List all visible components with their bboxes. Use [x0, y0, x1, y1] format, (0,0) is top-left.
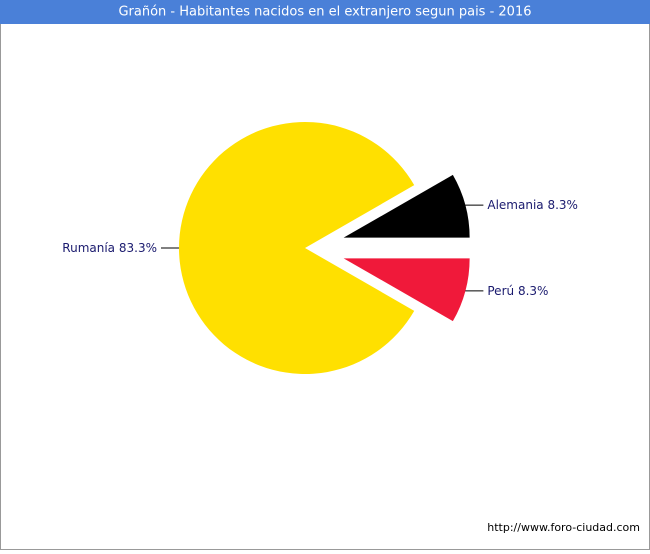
title-bar [0, 0, 650, 24]
slice-label: Rumanía 83.3% [62, 241, 157, 255]
chart-title: Grañón - Habitantes nacidos en el extran… [118, 5, 531, 20]
slice-category: Alemania [487, 198, 543, 212]
pie-slice [343, 258, 470, 322]
slice-category: Rumanía [62, 241, 115, 255]
slice-value: 83.3% [119, 241, 157, 255]
slice-label: Perú 8.3% [487, 283, 548, 297]
slice-category: Perú [487, 283, 514, 297]
slice-value: 8.3% [547, 198, 578, 212]
slice-value: 8.3% [518, 283, 549, 297]
pie-slice [343, 174, 470, 238]
slice-label: Alemania 8.3% [487, 198, 578, 212]
source: http://www.foro-ciudad.com [487, 521, 640, 534]
pie-slice [179, 122, 415, 374]
